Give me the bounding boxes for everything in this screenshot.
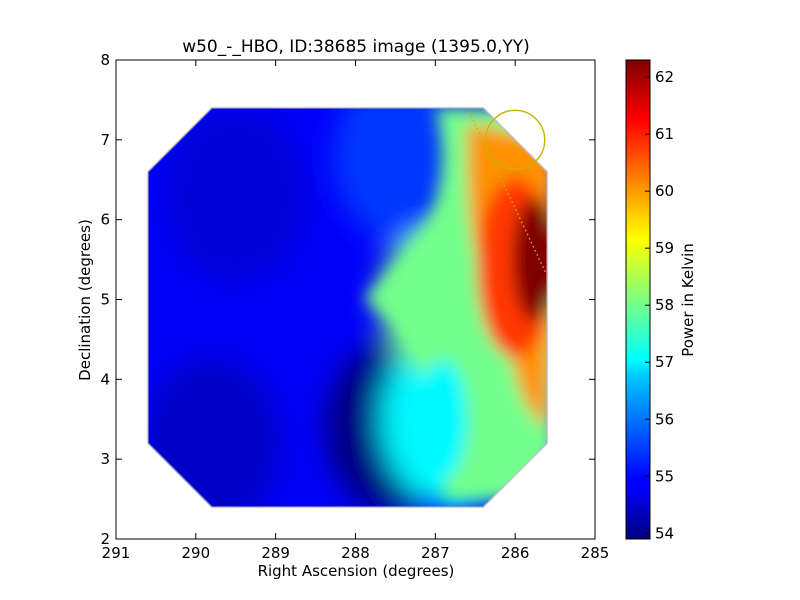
colorbar-label: Power in Kelvin [679, 243, 697, 357]
y-axis-label: Declination (degrees) [76, 219, 94, 381]
heatmap-image [147, 107, 548, 508]
hot-core [513, 197, 548, 322]
colorbar-tick-label: 56 [655, 410, 674, 428]
x-tick-label: 290 [182, 544, 211, 562]
colorbar-tick-label: 57 [655, 353, 674, 371]
x-axis-label: Right Ascension (degrees) [258, 562, 455, 580]
lower-arm [419, 359, 468, 480]
y-tick-label: 7 [100, 131, 110, 149]
colorbar-tick-label: 55 [655, 467, 674, 485]
heatmap-detail [363, 107, 548, 500]
colorbar-tick-label: 60 [655, 182, 674, 200]
colorbar-tick-label: 54 [655, 524, 674, 542]
y-tick-label: 4 [100, 370, 110, 388]
y-tick-label: 6 [100, 211, 110, 229]
y-tick-label: 3 [100, 450, 110, 468]
colorbar-tick-label: 62 [655, 68, 674, 86]
colorbar-ticks: 54 55 56 57 58 59 60 61 62 [645, 68, 674, 542]
y-tick-label: 5 [100, 291, 110, 309]
x-tick-label: 291 [102, 544, 131, 562]
colorbar [625, 59, 651, 540]
x-tick-label: 285 [581, 544, 610, 562]
intensity-blob [147, 355, 282, 508]
intensity-blob [165, 108, 306, 284]
colorbar-tick-label: 59 [655, 239, 674, 257]
x-tick-label: 286 [501, 544, 530, 562]
chart-title: w50_-_HBO, ID:38685 image (1395.0,YY) [182, 37, 530, 57]
y-tick-label: 2 [100, 530, 110, 548]
colorbar-tick-label: 61 [655, 125, 674, 143]
x-tick-label: 288 [341, 544, 370, 562]
x-tick-label: 287 [421, 544, 450, 562]
y-tick-label: 8 [100, 51, 110, 69]
y-axis-ticks: 2 3 4 5 6 7 8 [100, 51, 595, 548]
circle-marker [484, 109, 546, 171]
x-tick-label: 289 [261, 544, 290, 562]
x-axis-ticks: 291 290 289 288 287 286 285 [102, 60, 610, 562]
image-footprint-edge [146, 106, 549, 509]
colorbar-tick-label: 58 [655, 296, 674, 314]
